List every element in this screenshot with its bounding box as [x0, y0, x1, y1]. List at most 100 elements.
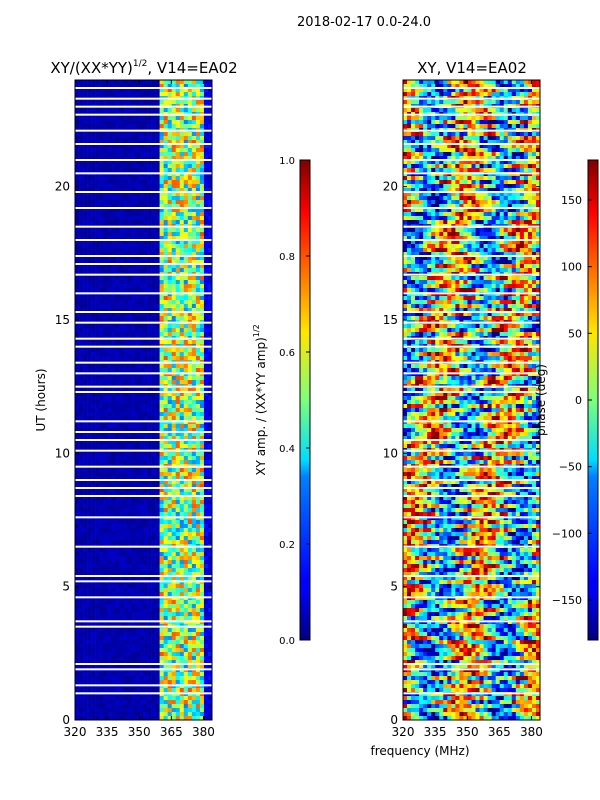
heatmap-cell: [103, 564, 108, 569]
heatmap-cell: [159, 636, 164, 641]
heatmap-cell: [139, 656, 144, 661]
heatmap-cell: [155, 188, 160, 193]
heatmap-cell: [203, 648, 209, 653]
heatmap-cell: [195, 200, 201, 205]
heatmap-cell: [127, 432, 132, 437]
heatmap-cell: [95, 388, 100, 393]
heatmap-cell: [207, 232, 213, 237]
heatmap-cell: [131, 236, 136, 241]
heatmap-cell: [195, 116, 201, 121]
heatmap-cell: [151, 148, 156, 153]
heatmap-cell: [143, 632, 148, 637]
heatmap-cell: [187, 428, 193, 433]
heatmap-cell: [171, 552, 177, 557]
heatmap-cell: [163, 428, 168, 433]
heatmap-cell: [103, 568, 108, 573]
heatmap-cell: [199, 204, 205, 209]
heatmap-cell: [99, 512, 104, 517]
heatmap-cell: [147, 644, 152, 649]
heatmap-cell: [119, 436, 124, 441]
heatmap-cell: [187, 84, 193, 89]
heatmap-cell: [207, 200, 213, 205]
heatmap-cell: [139, 604, 144, 609]
heatmap-cell: [119, 240, 124, 245]
heatmap-cell: [147, 552, 152, 557]
heatmap-cell: [155, 204, 160, 209]
heatmap-cell: [147, 572, 152, 577]
heatmap-cell: [163, 488, 168, 493]
heatmap-cell: [199, 392, 205, 397]
heatmap-cell: [75, 476, 80, 481]
heatmap-cell: [199, 440, 205, 445]
heatmap-cell: [135, 556, 140, 561]
heatmap-cell: [111, 144, 116, 149]
heatmap-cell: [131, 116, 136, 121]
heatmap-cell: [151, 664, 156, 669]
heatmap-cell: [139, 536, 144, 541]
heatmap-cell: [95, 528, 100, 533]
heatmap-cell: [107, 108, 112, 113]
heatmap-cell: [127, 364, 132, 369]
heatmap-cell: [191, 300, 197, 305]
heatmap-cell: [83, 404, 88, 409]
heatmap-cell: [203, 276, 209, 281]
heatmap-cell: [127, 520, 132, 525]
heatmap-cell: [79, 220, 84, 225]
heatmap-cell: [167, 312, 173, 317]
heatmap-cell: [175, 352, 181, 357]
heatmap-cell: [87, 508, 92, 513]
heatmap-cell: [187, 208, 193, 213]
heatmap-cell: [199, 248, 205, 253]
heatmap-cell: [175, 400, 181, 405]
heatmap-cell: [207, 260, 213, 265]
heatmap-cell: [107, 648, 112, 653]
heatmap-cell: [163, 304, 168, 309]
heatmap-cell: [131, 168, 136, 173]
heatmap-cell: [115, 416, 120, 421]
heatmap-cell: [115, 428, 120, 433]
heatmap-cell: [135, 528, 140, 533]
heatmap-cell: [139, 460, 144, 465]
heatmap-cell: [207, 148, 213, 153]
heatmap-cell: [207, 276, 213, 281]
heatmap-cell: [167, 132, 173, 137]
heatmap-cell: [167, 340, 173, 345]
heatmap-cell: [191, 124, 197, 129]
heatmap-cell: [195, 404, 201, 409]
heatmap-cell: [103, 576, 108, 581]
heatmap-cell: [187, 480, 193, 485]
heatmap-cell: [167, 296, 173, 301]
heatmap-cell: [203, 352, 209, 357]
heatmap-cell: [91, 512, 96, 517]
heatmap-cell: [111, 280, 116, 285]
heatmap-cell: [199, 288, 205, 293]
heatmap-cell: [83, 400, 88, 405]
heatmap-cell: [75, 568, 80, 573]
heatmap-cell: [199, 528, 205, 533]
heatmap-cell: [107, 84, 112, 89]
heatmap-cell: [159, 400, 164, 405]
heatmap-cell: [143, 388, 148, 393]
heatmap-cell: [159, 256, 164, 261]
heatmap-cell: [143, 584, 148, 589]
heatmap-cell: [119, 132, 124, 137]
heatmap-cell: [191, 528, 197, 533]
heatmap-cell: [151, 276, 156, 281]
heatmap-cell: [111, 304, 116, 309]
heatmap-cell: [203, 308, 209, 313]
heatmap-cell: [171, 220, 177, 225]
amplitude-panel: XY/(XX*YY)1/2, V14=EA02 320 335 350 365 380 …: [34, 59, 238, 739]
heatmap-cell: [79, 628, 84, 633]
heatmap-cell: [75, 152, 80, 157]
heatmap-cell: [207, 416, 213, 421]
heatmap-cell: [83, 656, 88, 661]
heatmap-cell: [75, 284, 80, 289]
heatmap-cell: [119, 276, 124, 281]
heatmap-cell: [99, 508, 104, 513]
heatmap-cell: [163, 296, 168, 301]
heatmap-cell: [107, 176, 112, 181]
heatmap-cell: [135, 136, 140, 141]
heatmap-cell: [119, 152, 124, 157]
heatmap-cell: [191, 252, 197, 257]
heatmap-cell: [171, 296, 177, 301]
